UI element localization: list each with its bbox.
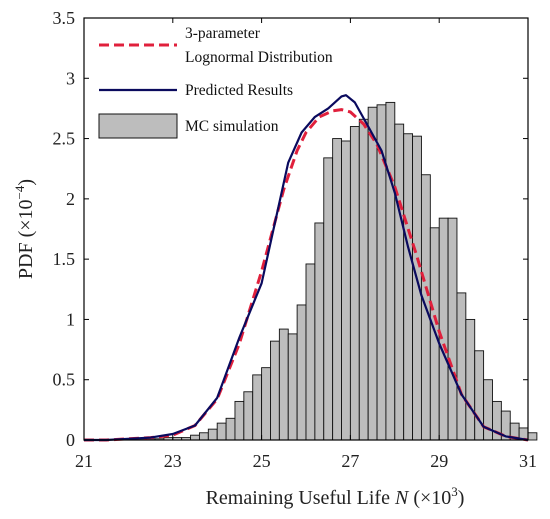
legend-swatch-mc bbox=[98, 113, 178, 139]
x-tick-label: 31 bbox=[519, 451, 537, 471]
histogram-bar bbox=[198, 432, 209, 441]
histogram-bar bbox=[261, 367, 271, 441]
lognormal-fit-line bbox=[84, 108, 529, 442]
histogram-bars bbox=[119, 101, 538, 441]
y-axis-label-exp: −4 bbox=[12, 185, 27, 199]
histogram-bar bbox=[305, 263, 316, 441]
legend: 3-parameter Lognormal Distribution Predict… bbox=[98, 25, 333, 139]
histogram-bar bbox=[314, 222, 325, 441]
axis-ticks: 21 23 25 27 29 31 0 0.5 1 1.5 2 2.5 3 3.5 bbox=[53, 8, 538, 471]
x-axis-label-unit: (×10 bbox=[408, 487, 451, 509]
x-axis-label-main: Remaining Useful Life bbox=[206, 487, 395, 509]
histogram-bar bbox=[332, 138, 342, 441]
x-tick-label: 25 bbox=[253, 451, 271, 471]
x-axis-label-close: ) bbox=[458, 487, 465, 509]
histogram-bar bbox=[527, 432, 538, 441]
histogram-bar bbox=[465, 318, 476, 441]
histogram-bar bbox=[243, 391, 254, 441]
histogram-bar bbox=[456, 292, 467, 441]
legend-label: Lognormal Distribution bbox=[185, 49, 333, 66]
histogram-bar bbox=[252, 374, 263, 441]
histogram-bar bbox=[216, 422, 227, 441]
y-axis-label-close: ) bbox=[15, 179, 37, 186]
histogram-bar bbox=[287, 333, 298, 441]
x-axis-label: Remaining Useful Life N (×103) bbox=[206, 484, 465, 509]
histogram-bar bbox=[296, 304, 307, 441]
histogram-bar bbox=[376, 104, 387, 441]
predicted-results-line bbox=[84, 94, 529, 442]
x-tick-label: 27 bbox=[341, 451, 359, 471]
histogram-bar bbox=[270, 340, 280, 441]
histogram-bar bbox=[438, 217, 449, 441]
histogram-bar bbox=[385, 101, 396, 441]
x-tick-label: 21 bbox=[75, 451, 93, 471]
y-tick-label: 1.5 bbox=[53, 249, 76, 269]
y-tick-label: 0 bbox=[66, 430, 75, 450]
plot-frame bbox=[83, 17, 529, 441]
x-axis-label-exp: 3 bbox=[451, 484, 458, 499]
y-tick-label: 0.5 bbox=[53, 370, 76, 390]
histogram-bar bbox=[341, 140, 351, 441]
histogram-bar bbox=[367, 106, 378, 441]
histogram-bar bbox=[225, 417, 236, 441]
y-tick-label: 3 bbox=[66, 68, 75, 88]
x-axis-label-var: N bbox=[394, 487, 410, 509]
histogram-bar bbox=[349, 126, 360, 441]
y-tick-label: 2 bbox=[66, 189, 75, 209]
legend-label: Predicted Results bbox=[185, 82, 293, 99]
y-tick-label: 1 bbox=[66, 309, 75, 329]
histogram-bar bbox=[234, 400, 245, 441]
histogram-bar bbox=[323, 157, 334, 441]
histogram-bar bbox=[278, 328, 289, 441]
legend-label: MC simulation bbox=[185, 118, 279, 135]
histogram-bar bbox=[447, 217, 458, 441]
x-tick-label: 23 bbox=[164, 451, 182, 471]
legend-label: 3-parameter bbox=[185, 25, 261, 42]
histogram-bar bbox=[394, 123, 405, 441]
histogram-bar bbox=[207, 428, 218, 441]
y-axis-label-main: PDF (×10 bbox=[15, 199, 37, 279]
histogram-bar bbox=[190, 434, 200, 441]
y-tick-label: 3.5 bbox=[53, 8, 76, 28]
histogram-bar bbox=[403, 133, 414, 441]
y-axis-label: PDF (×10−4) bbox=[12, 179, 37, 279]
fit-curves bbox=[84, 94, 529, 442]
y-tick-label: 2.5 bbox=[53, 129, 76, 149]
histogram-bar bbox=[358, 118, 369, 441]
x-tick-label: 29 bbox=[430, 451, 448, 471]
